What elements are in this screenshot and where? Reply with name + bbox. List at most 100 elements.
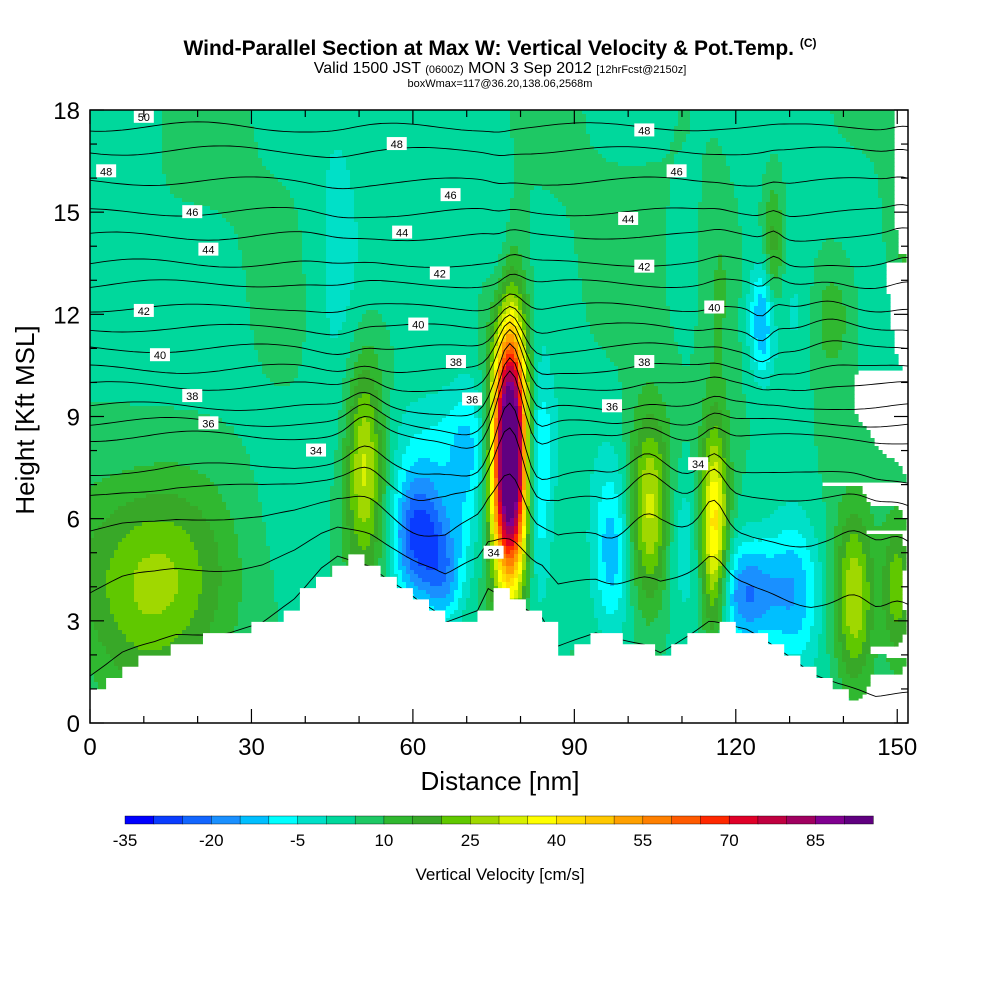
colorbar-swatch [527,815,558,825]
isentrope-line [90,305,908,342]
isentrope-label-text: 46 [444,190,456,202]
isentrope-line [90,473,908,548]
isentrope-line [90,427,908,507]
colorbar-swatch [211,815,241,825]
isentrope-label: 48 [96,164,117,178]
isentrope-label: 40 [408,317,429,332]
isentrope-line [90,321,908,379]
colorbar-swatch [585,815,615,825]
isentrope-label-text: 38 [638,357,650,369]
isentrope-label-text: 38 [186,391,198,403]
colorbar-swatch [412,815,443,825]
isentrope-label-text: 34 [310,446,322,458]
colorbar-swatch [642,815,673,825]
isentrope-label: 44 [392,225,413,240]
isentrope-label: 38 [445,355,466,369]
isentrope-label: 42 [634,259,655,274]
isentrope-line [90,402,908,484]
colorbar-swatch [239,815,270,825]
isentrope-label: 34 [306,443,327,458]
colorbar-swatch [700,815,730,825]
colorbar-tick-label: 85 [806,831,825,850]
isentrope-line [90,293,908,317]
colorbar-title: Vertical Velocity [cm/s] [415,865,584,884]
isentrope-label-text: 34 [692,459,704,471]
isentrope-label: 46 [440,188,461,202]
isentrope-line [90,95,908,105]
colorbar-tick-label: -5 [290,831,305,850]
y-tick-label: 15 [53,200,80,227]
isentrope-label-text: 40 [708,303,720,315]
x-axis: 0 30 60 90 120 150 [83,110,917,761]
isentrope-label-text: 42 [434,268,446,280]
isentrope-label: 46 [666,164,687,178]
isentrope-line [90,70,908,80]
isentrope-label-text: 48 [391,139,403,151]
y-tick-label: 18 [53,98,80,125]
chart-title-corner: (C) [799,36,817,50]
isentrope-label: 40 [149,348,170,362]
colorbar-tick-label: -20 [199,831,224,850]
isentrope-line [90,145,908,158]
vertical-velocity-field [90,110,907,723]
colorbar-swatch [383,815,414,825]
colorbar-tick-label: 55 [633,831,652,850]
terrain [90,554,908,723]
isentrope-label: 36 [198,416,219,430]
colorbar-swatch [786,815,817,825]
isentrope-label-text: 44 [622,214,634,226]
isentrope-line [90,328,908,392]
x-axis-title: Distance [nm] [421,766,580,796]
isentrope-label-text: 48 [638,125,650,137]
isentrope-label-text: 34 [487,548,499,560]
y-tick-label: 9 [67,405,80,432]
isentrope-label-text: 42 [638,262,650,274]
y-tick-label: 6 [67,507,80,534]
colorbar-swatch [498,815,529,825]
chart-title: Wind-Parallel Section at Max W: Vertical… [0,36,1000,61]
colorbar-swatch [326,815,356,825]
colorbar-tick-label: -35 [113,831,138,850]
subtitle-forecast: [12hrFcst@2150z] [596,64,687,76]
isentrope-lines [90,70,908,697]
isentrope-line [90,121,908,133]
colorbar-swatch [297,815,327,825]
isentrope-label: 40 [704,300,725,315]
isentrope-label: 42 [133,303,154,318]
isentrope-label-text: 40 [412,320,424,332]
colorbar-swatch [844,815,874,825]
y-tick-label: 0 [67,711,80,738]
chart-title-main: Wind-Parallel Section at Max W: Vertical… [183,37,794,60]
x-tick-label: 90 [561,734,588,761]
isentrope-label-text: 36 [606,401,618,413]
x-tick-label: 30 [238,734,265,761]
isentrope-label-text: 44 [202,245,214,257]
isentrope-label: 34 [483,545,504,560]
isentrope-label: 36 [602,399,623,413]
isentrope-label: 44 [198,242,219,257]
isentrope-label-text: 46 [186,207,198,219]
isentrope-line [90,204,908,219]
x-tick-label: 0 [83,734,96,761]
isentrope-line [90,314,908,363]
isentrope-label: 46 [182,205,203,219]
colorbar-swatch [182,815,212,825]
colorbar-swatch [354,815,385,825]
isentrope-label-text: 38 [450,357,462,369]
isentrope-line [90,227,908,242]
y-tick-label: 12 [53,302,80,329]
isentrope-label-text: 42 [138,306,150,318]
isentrope-label-text: 44 [396,228,408,240]
colorbar-swatch [671,815,701,825]
x-tick-label: 150 [877,734,917,761]
isentrope-label-text: 40 [154,350,166,362]
isentrope-label-text: 50 [138,112,150,124]
isentrope-line [90,273,908,289]
x-tick-label: 60 [400,734,427,761]
isentrope-label-text: 36 [466,394,478,406]
isentrope-label: 36 [462,392,483,406]
isentrope-label: 48 [386,137,407,151]
colorbar-swatch [124,815,155,825]
colorbar-swatch [556,815,586,825]
